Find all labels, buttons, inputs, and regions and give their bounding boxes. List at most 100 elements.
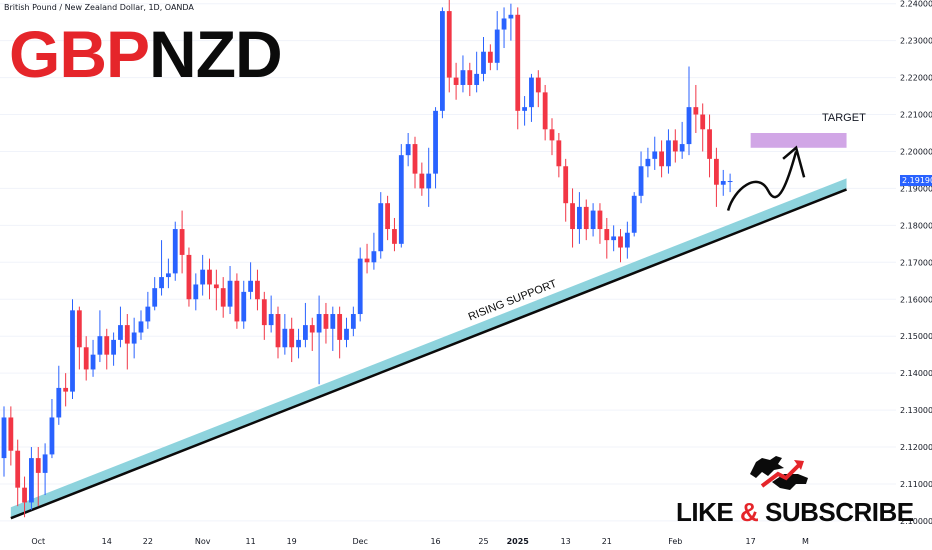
candle-body xyxy=(248,280,253,292)
candle-body xyxy=(138,321,144,333)
candle-body xyxy=(111,339,116,355)
candle-body xyxy=(90,354,96,370)
x-tick-label: Dec xyxy=(352,537,367,546)
candle-body xyxy=(604,229,610,241)
candle-body xyxy=(570,203,575,230)
candle-body xyxy=(467,70,473,85)
candle-body xyxy=(624,232,630,248)
candle-body xyxy=(645,158,651,167)
candle-body xyxy=(337,314,343,340)
candle-body xyxy=(378,203,384,252)
candle-body xyxy=(590,210,596,230)
candle-body xyxy=(405,144,411,156)
candle-body xyxy=(515,14,521,111)
candle-body xyxy=(666,140,671,167)
rising-support-line xyxy=(10,188,848,520)
candle-body xyxy=(22,487,27,503)
y-tick-label: 2.17000 xyxy=(900,258,932,267)
candle-body xyxy=(200,269,206,285)
candle-body xyxy=(172,229,178,274)
y-tick-label: 2.12000 xyxy=(900,443,932,452)
candle-body xyxy=(611,236,617,241)
candle-body xyxy=(508,14,514,19)
candle-body xyxy=(583,206,589,230)
like-text: LIKE xyxy=(676,497,734,527)
target-zone xyxy=(750,133,847,148)
y-tick-label: 2.14000 xyxy=(900,369,932,378)
candle-body xyxy=(440,11,445,111)
candle-body xyxy=(166,273,171,278)
candle-body xyxy=(97,336,103,355)
candle-body xyxy=(35,458,41,473)
candle-body xyxy=(631,195,637,233)
x-tick-label: 16 xyxy=(430,537,440,546)
candle-body xyxy=(357,258,363,315)
price-axis[interactable]: 2.10000 2.11000 2.12000 2.13000 2.14000 2.150… xyxy=(900,0,932,526)
candle-body xyxy=(481,51,486,74)
x-tick-label: 13 xyxy=(561,537,571,546)
x-tick-label: Nov xyxy=(195,537,211,546)
candle-body xyxy=(289,328,295,348)
candle-body xyxy=(49,417,55,455)
x-tick-label: 2025 xyxy=(507,537,530,546)
candle-body xyxy=(577,206,582,230)
x-tick-label: 19 xyxy=(287,537,297,546)
candle-body xyxy=(131,332,137,344)
x-tick-label: 17 xyxy=(746,537,756,546)
x-tick-label: 14 xyxy=(102,537,112,546)
candle-body xyxy=(385,203,390,230)
x-tick-label: Oct xyxy=(31,537,45,546)
title-quote-currency: NZD xyxy=(149,17,283,91)
candle-body xyxy=(104,336,110,355)
candle-body xyxy=(453,77,459,85)
instrument-header: British Pound / New Zealand Dollar, 1D, … xyxy=(4,3,194,12)
candle-body xyxy=(56,387,62,418)
candle-body xyxy=(419,173,425,189)
time-axis[interactable]: Oct 14 22 Nov 11 19 Dec 16 25 2025 13 21 Feb 17 M xyxy=(31,537,809,546)
candle-body xyxy=(234,280,240,322)
current-price-tag: 2.19190 xyxy=(900,175,932,186)
candle-body xyxy=(76,310,82,348)
candle-body xyxy=(727,181,733,183)
y-tick-label: 2.11000 xyxy=(900,480,932,489)
x-tick-label: M xyxy=(802,537,809,546)
candle-body xyxy=(152,288,158,307)
candle-body xyxy=(686,107,692,145)
candle-body xyxy=(597,210,603,230)
ampersand-text: & xyxy=(739,497,759,527)
y-tick-label: 2.16000 xyxy=(900,295,932,304)
candle-body xyxy=(282,328,288,348)
candle-body xyxy=(700,114,706,130)
title-base-currency: GBP xyxy=(9,17,150,91)
trend-arrow-icon xyxy=(760,462,802,488)
y-tick-label: 2.10000 xyxy=(900,517,932,526)
candle-body xyxy=(693,107,699,115)
candle-body xyxy=(412,144,418,174)
candle-body xyxy=(118,325,123,340)
candle-body xyxy=(1,417,7,459)
candle-body xyxy=(63,387,69,392)
candle-body xyxy=(70,310,75,392)
candle-body xyxy=(350,314,356,329)
candle-body xyxy=(474,73,480,85)
y-tick-label: 2.22000 xyxy=(900,74,932,83)
subscribe-banner[interactable]: LIKE & SUBSCRIBE xyxy=(676,497,914,528)
candle-body xyxy=(501,18,507,30)
candle-body xyxy=(549,129,555,141)
subscribe-text: SUBSCRIBE xyxy=(764,497,914,527)
candle-body xyxy=(207,269,212,285)
page-title: GBPNZD xyxy=(9,17,283,91)
candle-body xyxy=(659,151,664,167)
candle-body xyxy=(433,110,438,174)
y-tick-label: 2.13000 xyxy=(900,406,932,415)
candle-body xyxy=(179,229,185,255)
bear-icon xyxy=(772,474,808,490)
candle-body xyxy=(542,92,548,130)
y-tick-label: 2.21000 xyxy=(900,111,932,120)
candle-body xyxy=(652,151,658,159)
candle-body xyxy=(193,284,199,300)
candle-body xyxy=(268,314,274,326)
candle-body xyxy=(707,129,712,159)
candle-body xyxy=(556,140,562,167)
